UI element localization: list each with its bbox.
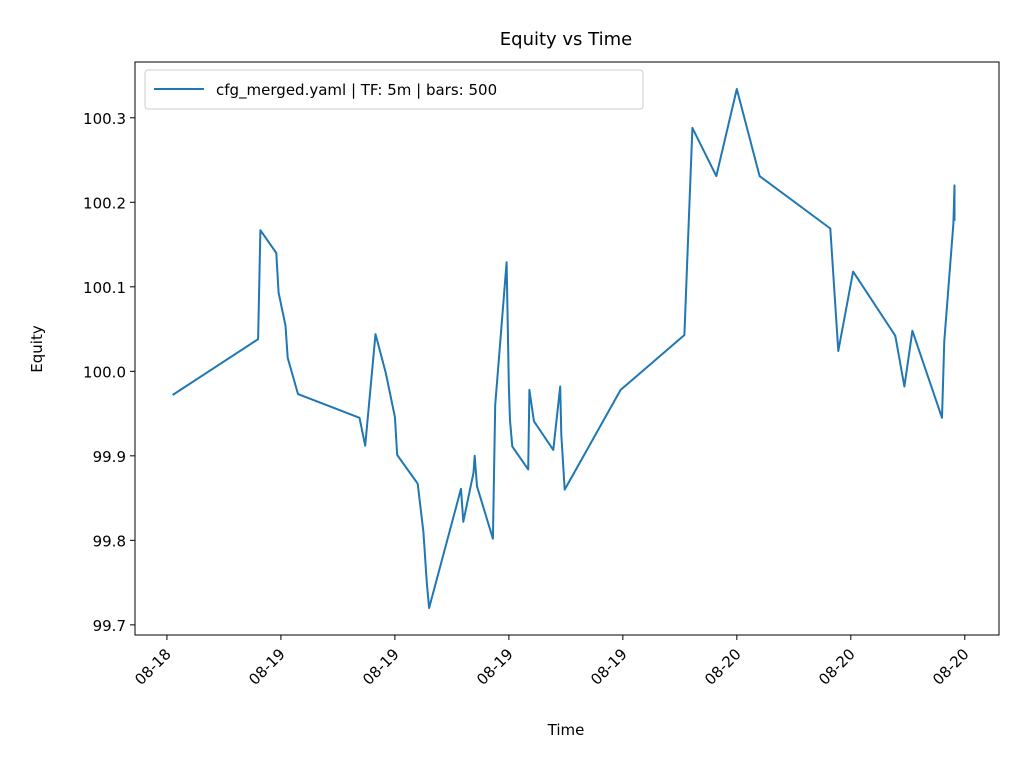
y-tick-label: 99.7: [93, 617, 126, 635]
chart-title: Equity vs Time: [500, 29, 632, 50]
x-tick-label: 08-19: [587, 645, 631, 689]
series-line-0: [172, 88, 956, 609]
x-tick-label: 08-19: [473, 645, 517, 689]
legend: cfg_merged.yaml | TF: 5m | bars: 500: [144, 69, 644, 110]
plot-frame: [134, 61, 1000, 636]
y-tick-label: 100.3: [83, 110, 126, 128]
legend-box: [144, 69, 644, 110]
y-axis-label: Equity: [28, 325, 46, 373]
x-tick-label: 08-19: [245, 645, 289, 689]
x-tick-label: 08-18: [131, 645, 175, 689]
x-tick-label: 08-20: [929, 645, 973, 689]
y-tick-label: 99.8: [93, 532, 126, 550]
x-axis: 08-18 08-19 08-19 08-19 08-19 08-20 08-20 08-20: [131, 635, 973, 689]
x-axis-label: Time: [547, 721, 585, 739]
series-layer: [172, 88, 956, 609]
legend-label: cfg_merged.yaml | TF: 5m | bars: 500: [216, 81, 497, 100]
y-tick-label: 100.1: [83, 279, 126, 297]
y-tick-label: 99.9: [93, 448, 126, 466]
y-tick-label: 100.2: [83, 194, 126, 212]
x-tick-label: 08-20: [815, 645, 859, 689]
x-tick-label: 08-20: [701, 645, 745, 689]
plot-area: [135, 62, 999, 635]
y-tick-label: 100.0: [83, 363, 126, 381]
x-tick-label: 08-19: [359, 645, 403, 689]
y-axis: 99.7 99.8 99.9 100.0 100.1 100.2 100.3: [83, 110, 135, 635]
